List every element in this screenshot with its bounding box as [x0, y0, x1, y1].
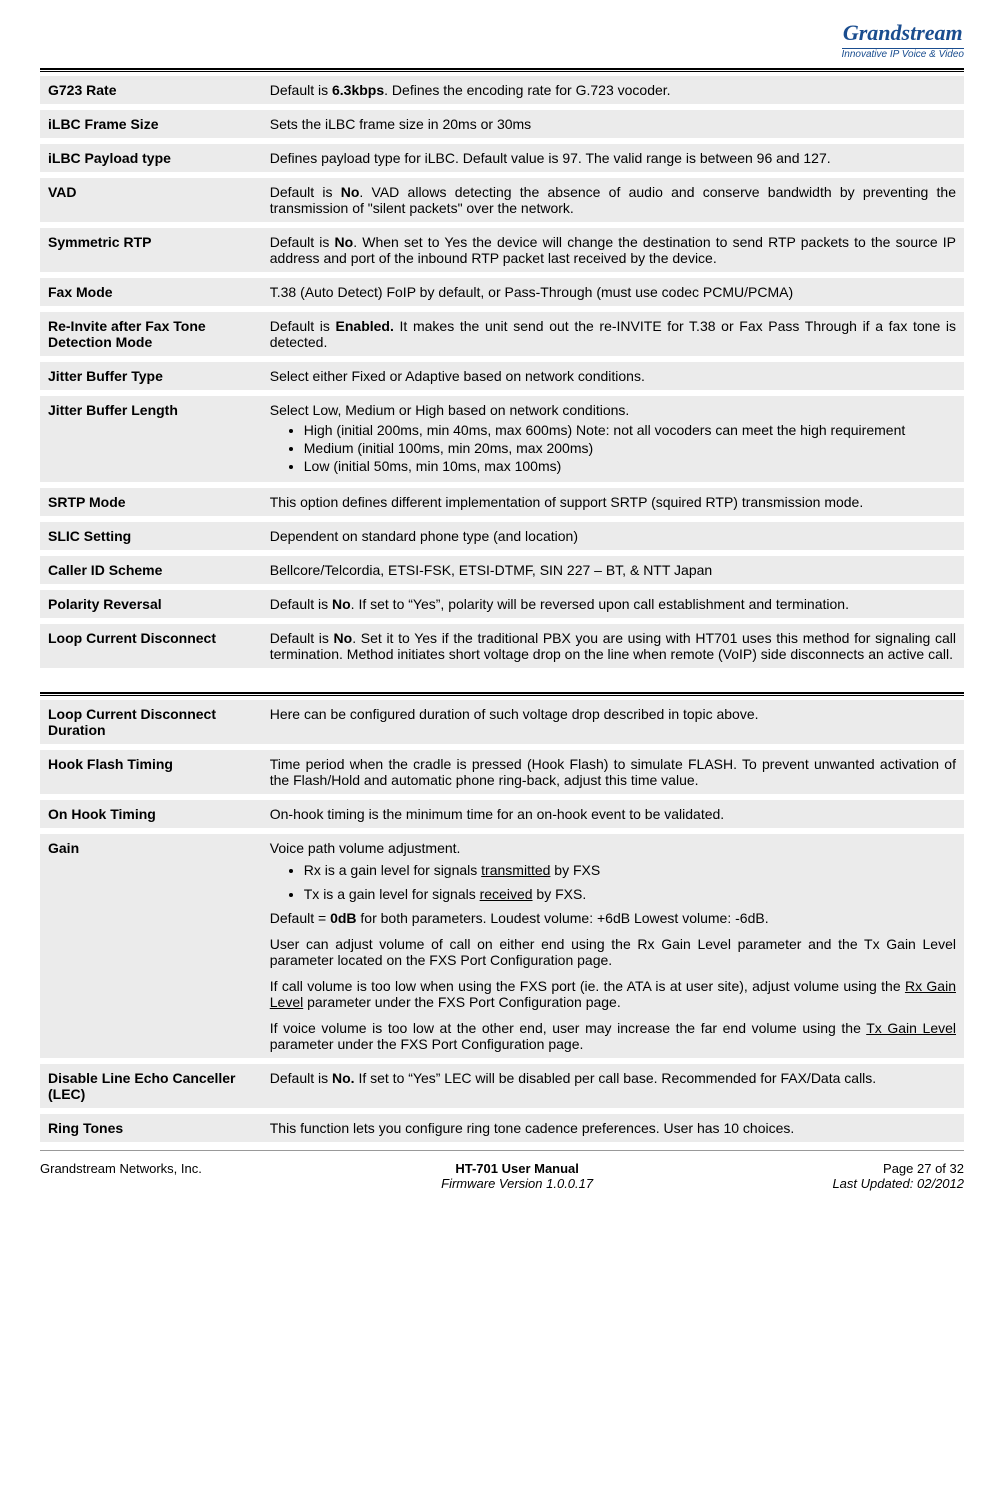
param-desc: Select either Fixed or Adaptive based on… [262, 362, 964, 390]
hr-top-thin [40, 71, 964, 72]
param-label: Re-Invite after Fax Tone Detection Mode [40, 312, 262, 356]
table-row: Disable Line Echo Canceller (LEC)Default… [40, 1064, 964, 1108]
table-row: SLIC SettingDependent on standard phone … [40, 522, 964, 550]
param-label: Gain [40, 834, 262, 1058]
param-label: Caller ID Scheme [40, 556, 262, 584]
table-row: On Hook TimingOn-hook timing is the mini… [40, 800, 964, 828]
param-label: G723 Rate [40, 76, 262, 104]
param-desc: Defines payload type for iLBC. Default v… [262, 144, 964, 172]
param-label: Loop Current Disconnect Duration [40, 700, 262, 744]
param-desc: Voice path volume adjustment.Rx is a gai… [262, 834, 964, 1058]
hr-mid-thin [40, 695, 964, 696]
table-row: Re-Invite after Fax Tone Detection ModeD… [40, 312, 964, 356]
logo-tagline: Innovative IP Voice & Video [842, 49, 965, 60]
footer-manual-title: HT-701 User Manual [455, 1161, 579, 1176]
param-label: SLIC Setting [40, 522, 262, 550]
table-row: Hook Flash TimingTime period when the cr… [40, 750, 964, 794]
param-desc: Select Low, Medium or High based on netw… [262, 396, 964, 482]
params-table-1: G723 RateDefault is 6.3kbps. Defines the… [40, 76, 964, 668]
table-row: Loop Current DisconnectDefault is No. Se… [40, 624, 964, 668]
param-desc: Default is No. If set to “Yes” LEC will … [262, 1064, 964, 1108]
table-row: Jitter Buffer LengthSelect Low, Medium o… [40, 396, 964, 482]
param-desc: This option defines different implementa… [262, 488, 964, 516]
logo-region: Grandstream Innovative IP Voice & Video [40, 20, 964, 68]
param-label: iLBC Frame Size [40, 110, 262, 138]
hr-top-thick [40, 68, 964, 70]
logo-brand: Grandstream [842, 20, 965, 49]
param-desc: Default is No. If set to “Yes”, polarity… [262, 590, 964, 618]
param-label: VAD [40, 178, 262, 222]
footer-company: Grandstream Networks, Inc. [40, 1161, 202, 1191]
table-row: GainVoice path volume adjustment.Rx is a… [40, 834, 964, 1058]
table-row: VADDefault is No. VAD allows detecting t… [40, 178, 964, 222]
table-row: Jitter Buffer TypeSelect either Fixed or… [40, 362, 964, 390]
param-label: Ring Tones [40, 1114, 262, 1142]
footer-firmware: Firmware Version 1.0.0.17 [441, 1176, 593, 1191]
param-desc: This function lets you configure ring to… [262, 1114, 964, 1142]
param-desc: Default is No. VAD allows detecting the … [262, 178, 964, 222]
param-label: On Hook Timing [40, 800, 262, 828]
param-label: Loop Current Disconnect [40, 624, 262, 668]
param-desc: On-hook timing is the minimum time for a… [262, 800, 964, 828]
param-label: Jitter Buffer Length [40, 396, 262, 482]
param-desc: Bellcore/Telcordia, ETSI-FSK, ETSI-DTMF,… [262, 556, 964, 584]
param-label: Polarity Reversal [40, 590, 262, 618]
footer-date: Last Updated: 02/2012 [832, 1176, 964, 1191]
param-label: Fax Mode [40, 278, 262, 306]
param-label: SRTP Mode [40, 488, 262, 516]
table-row: Symmetric RTPDefault is No. When set to … [40, 228, 964, 272]
table-row: iLBC Frame SizeSets the iLBC frame size … [40, 110, 964, 138]
table-row: iLBC Payload typeDefines payload type fo… [40, 144, 964, 172]
params-table-2: Loop Current Disconnect DurationHere can… [40, 700, 964, 1142]
param-desc: Sets the iLBC frame size in 20ms or 30ms [262, 110, 964, 138]
param-desc: Default is No. When set to Yes the devic… [262, 228, 964, 272]
param-desc: Here can be configured duration of such … [262, 700, 964, 744]
footer: Grandstream Networks, Inc. HT-701 User M… [40, 1150, 964, 1191]
table-row: Fax ModeT.38 (Auto Detect) FoIP by defau… [40, 278, 964, 306]
hr-mid-thick [40, 692, 964, 694]
table-row: Loop Current Disconnect DurationHere can… [40, 700, 964, 744]
param-label: Jitter Buffer Type [40, 362, 262, 390]
table-row: Ring TonesThis function lets you configu… [40, 1114, 964, 1142]
table-row: G723 RateDefault is 6.3kbps. Defines the… [40, 76, 964, 104]
param-label: Disable Line Echo Canceller (LEC) [40, 1064, 262, 1108]
param-label: iLBC Payload type [40, 144, 262, 172]
param-desc: T.38 (Auto Detect) FoIP by default, or P… [262, 278, 964, 306]
param-label: Hook Flash Timing [40, 750, 262, 794]
table-row: Polarity ReversalDefault is No. If set t… [40, 590, 964, 618]
param-desc: Default is Enabled. It makes the unit se… [262, 312, 964, 356]
table-row: Caller ID SchemeBellcore/Telcordia, ETSI… [40, 556, 964, 584]
param-label: Symmetric RTP [40, 228, 262, 272]
param-desc: Time period when the cradle is pressed (… [262, 750, 964, 794]
table-row: SRTP ModeThis option defines different i… [40, 488, 964, 516]
footer-page: Page 27 of 32 [883, 1161, 964, 1176]
param-desc: Default is 6.3kbps. Defines the encoding… [262, 76, 964, 104]
param-desc: Default is No. Set it to Yes if the trad… [262, 624, 964, 668]
param-desc: Dependent on standard phone type (and lo… [262, 522, 964, 550]
